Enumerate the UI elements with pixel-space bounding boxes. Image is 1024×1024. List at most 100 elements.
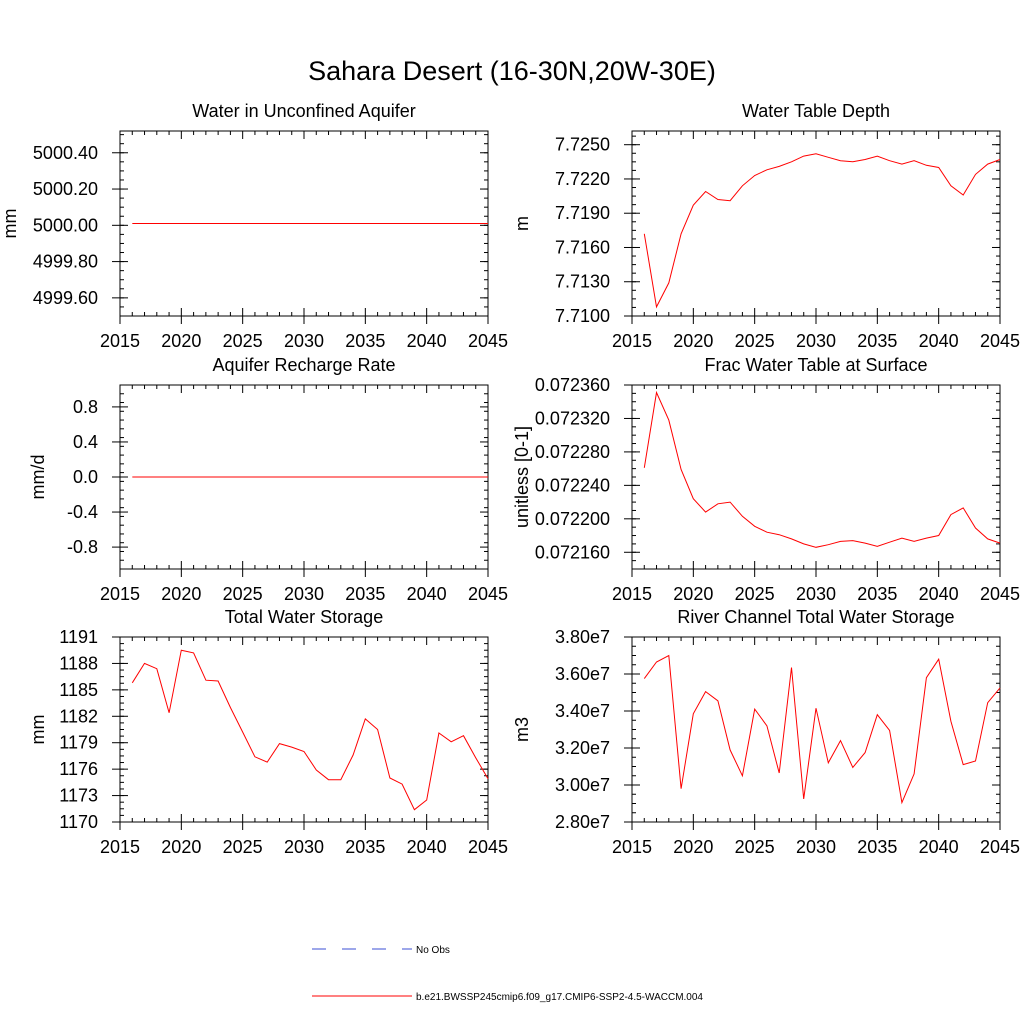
x-tick-label: 2025	[223, 331, 263, 351]
x-tick-label: 2025	[223, 584, 263, 604]
y-tick-label: 1182	[59, 706, 98, 726]
x-tick-label: 2045	[980, 584, 1020, 604]
y-tick-label: 7.7190	[555, 203, 610, 223]
plot-frame	[119, 636, 489, 823]
y-tick-label: 0.072200	[535, 509, 610, 529]
legend-model-label: b.e21.BWSSP245cmip6.f09_g17.CMIP6-SSP2-4…	[416, 992, 703, 1003]
y-tick-label: 3.00e7	[555, 775, 610, 795]
y-tick-label: 1191	[59, 627, 98, 647]
x-tick-label: 2015	[100, 584, 140, 604]
y-tick-label: 0.072160	[535, 542, 610, 562]
x-tick-label: 2035	[857, 331, 897, 351]
y-tick-label: 1179	[59, 733, 98, 753]
x-tick-label: 2015	[100, 331, 140, 351]
plot-frame	[631, 130, 1001, 317]
panel-title: Water in Unconfined Aquifer	[192, 101, 415, 121]
y-tick-label: 3.80e7	[555, 627, 610, 647]
y-tick-label: 2.80e7	[555, 812, 610, 832]
x-tick-label: 2020	[161, 837, 201, 857]
x-tick-label: 2040	[407, 331, 447, 351]
series-line	[643, 654, 1001, 805]
x-tick-label: 2030	[796, 584, 836, 604]
y-tick-label: 0.072360	[535, 375, 610, 395]
x-tick-label: 2030	[284, 584, 324, 604]
x-tick-label: 2035	[345, 584, 385, 604]
y-tick-label: 7.7100	[555, 306, 610, 326]
y-tick-label: 0.072240	[535, 475, 610, 495]
x-tick-label: 2015	[612, 837, 652, 857]
y-tick-label: 4999.60	[33, 288, 98, 308]
y-tick-label: 0.0	[73, 467, 98, 487]
chart-panels: Water in Unconfined Aquifer mm 2015 2020 202…	[0, 101, 1020, 857]
x-tick-label: 2025	[735, 837, 775, 857]
y-tick-label: -0.4	[67, 502, 98, 522]
x-tick-label: 2015	[612, 331, 652, 351]
x-tick-label: 2025	[735, 584, 775, 604]
x-tick-label: 2040	[919, 331, 959, 351]
panel-title: River Channel Total Water Storage	[677, 607, 954, 627]
y-tick-label: 5000.00	[33, 215, 98, 235]
x-tick-label: 2040	[407, 837, 447, 857]
chart-panel-2: Water Table Depth m 2015 2020 2025 2030 2035 20…	[512, 101, 1020, 351]
series-line	[643, 153, 1001, 309]
y-tick-label: 4999.80	[33, 252, 98, 272]
x-tick-label: 2020	[673, 584, 713, 604]
y-axis-label: mm/d	[28, 455, 48, 500]
y-tick-label: 0.8	[73, 397, 98, 417]
y-tick-label: 7.7220	[555, 169, 610, 189]
x-tick-label: 2030	[284, 837, 324, 857]
x-tick-label: 2045	[468, 837, 508, 857]
y-axis-label: unitless [0-1]	[512, 426, 532, 528]
y-axis-label: mm	[0, 209, 20, 239]
x-tick-label: 2040	[919, 584, 959, 604]
x-tick-label: 2030	[284, 331, 324, 351]
y-tick-label: 7.7160	[555, 237, 610, 257]
x-tick-label: 2020	[161, 331, 201, 351]
x-tick-label: 2035	[857, 584, 897, 604]
y-axis-label: m3	[512, 717, 532, 742]
x-tick-label: 2045	[468, 331, 508, 351]
panel-title: Water Table Depth	[742, 101, 890, 121]
x-tick-label: 2020	[673, 837, 713, 857]
x-tick-label: 2035	[345, 837, 385, 857]
y-tick-label: 5000.20	[33, 179, 98, 199]
x-tick-label: 2035	[857, 837, 897, 857]
x-tick-label: 2030	[796, 837, 836, 857]
y-tick-label: 3.20e7	[555, 738, 610, 758]
x-tick-label: 2030	[796, 331, 836, 351]
y-tick-label: 3.60e7	[555, 664, 610, 684]
legend: No Obs b.e21.BWSSP245cmip6.f09_g17.CMIP6…	[312, 945, 703, 1003]
chart-panel-4: Frac Water Table at Surface unitless [0-1…	[512, 355, 1020, 604]
y-tick-label: 7.7130	[555, 272, 610, 292]
y-axis-label: mm	[28, 715, 48, 745]
legend-no-obs-label: No Obs	[416, 945, 450, 956]
x-tick-label: 2015	[612, 584, 652, 604]
y-tick-label: 0.4	[73, 432, 98, 452]
x-tick-label: 2035	[345, 331, 385, 351]
y-tick-label: 1176	[59, 759, 98, 779]
x-tick-label: 2025	[735, 331, 775, 351]
plot-frame	[631, 384, 1001, 570]
x-tick-label: 2040	[407, 584, 447, 604]
series-line	[131, 649, 489, 811]
y-tick-label: 7.7250	[555, 135, 610, 155]
x-tick-label: 2020	[161, 584, 201, 604]
chart-panel-5: Total Water Storage mm 2015 2020 2025 2030 203…	[28, 607, 508, 857]
chart-panel-1: Water in Unconfined Aquifer mm 2015 2020 202…	[0, 101, 508, 351]
y-tick-label: 5000.40	[33, 143, 98, 163]
y-tick-label: 0.072280	[535, 442, 610, 462]
x-tick-label: 2015	[100, 837, 140, 857]
y-tick-label: 0.072320	[535, 408, 610, 428]
figure-title: Sahara Desert (16-30N,20W-30E)	[308, 56, 716, 86]
y-tick-label: 1188	[59, 653, 98, 673]
panel-title: Aquifer Recharge Rate	[212, 355, 395, 375]
panel-title: Total Water Storage	[225, 607, 383, 627]
y-axis-label: m	[512, 216, 532, 231]
y-tick-label: -0.8	[67, 537, 98, 557]
x-tick-label: 2045	[980, 331, 1020, 351]
panel-title: Frac Water Table at Surface	[704, 355, 927, 375]
plot-frame	[631, 636, 1001, 823]
y-tick-label: 3.40e7	[555, 701, 610, 721]
